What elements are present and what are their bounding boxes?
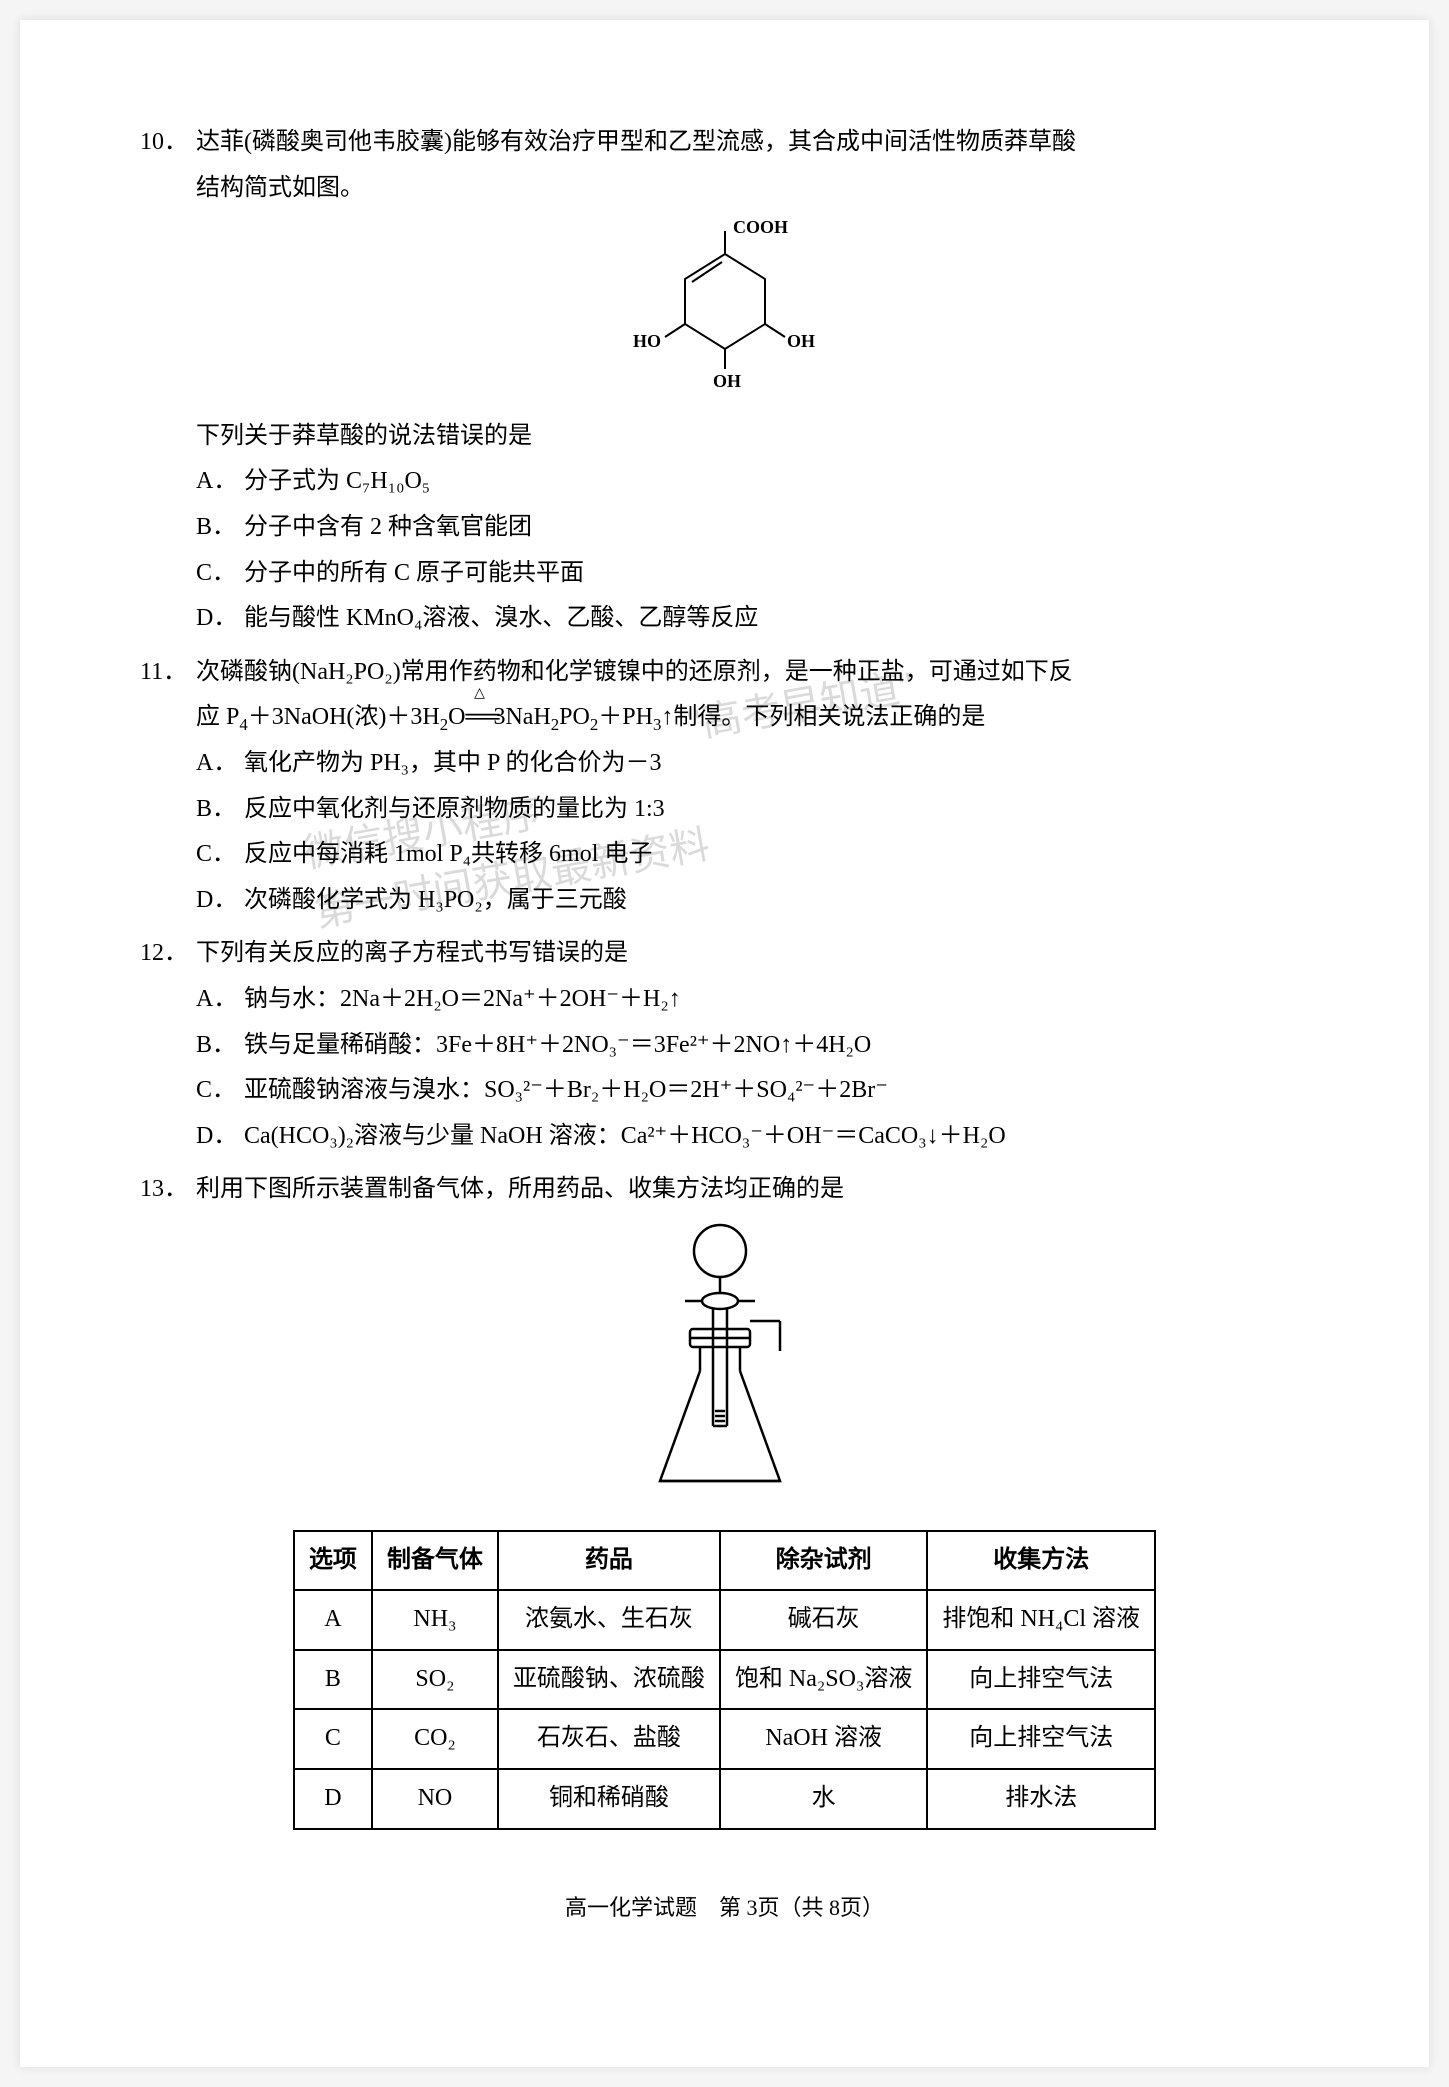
q10-text1: 达菲(磷酸奥司他韦胶囊)能够有效治疗甲型和乙型流感，其合成中间活性物质莽草酸 xyxy=(196,120,1309,166)
q12-b-label: B． xyxy=(196,1023,244,1069)
q11-stem-line2: 应 P4＋3NaOH(浓)＋3H2O══△3NaH2PO2＋PH3↑制得。下列相… xyxy=(140,695,1309,741)
q12-option-d: D． Ca(HCO₃)₂溶液与少量 NaOH 溶液：Ca²⁺＋HCO₃⁻＋OH⁻… xyxy=(140,1114,1309,1160)
q12-a-text: 钠与水：2Na＋2H₂O＝2Na⁺＋2OH⁻＋H₂↑ xyxy=(244,977,1309,1023)
q11-d-label: D． xyxy=(196,878,244,924)
th-1: 制备气体 xyxy=(372,1531,498,1591)
td: 水 xyxy=(720,1769,927,1829)
q12-d-label: D． xyxy=(196,1114,244,1160)
q12-b-text: 铁与足量稀硝酸：3Fe＋8H⁺＋2NO₃⁻＝3Fe²⁺＋2NO↑＋4H₂O xyxy=(244,1023,1309,1069)
q11-b-label: B． xyxy=(196,787,244,833)
q11-d-text: 次磷酸化学式为 H₃PO₂，属于三元酸 xyxy=(244,878,1309,924)
q10-molecule-diagram: COOH HO OH OH xyxy=(140,219,1309,406)
question-11: 11． 次磷酸钠(NaH₂PO₂)常用作药物和化学镀镍中的还原剂，是一种正盐，可… xyxy=(140,650,1309,924)
q13-text1: 利用下图所示装置制备气体，所用药品、收集方法均正确的是 xyxy=(196,1167,1309,1213)
q11-b-text: 反应中氧化剂与还原剂物质的量比为 1:3 xyxy=(244,787,1309,833)
q10-prompt: 下列关于莽草酸的说法错误的是 xyxy=(140,414,1309,460)
td: NO xyxy=(372,1769,498,1829)
exam-page: "高考早知道" 微信搜小程序 第一时间获取最新资料 10． 达菲(磷酸奥司他韦胶… xyxy=(20,20,1429,2067)
td: 浓氨水、生石灰 xyxy=(498,1590,720,1650)
q13-apparatus-diagram xyxy=(140,1221,1309,1518)
q10-stem-line2: 结构简式如图。 xyxy=(140,166,1309,212)
table-row: C CO₂ 石灰石、盐酸 NaOH 溶液 向上排空气法 xyxy=(294,1709,1155,1769)
q12-stem: 12． 下列有关反应的离子方程式书写错误的是 xyxy=(140,931,1309,977)
th-4: 收集方法 xyxy=(927,1531,1155,1591)
q10-d-label: D． xyxy=(196,596,244,642)
q11-text1: 次磷酸钠(NaH₂PO₂)常用作药物和化学镀镍中的还原剂，是一种正盐，可通过如下… xyxy=(196,650,1309,696)
q12-text1: 下列有关反应的离子方程式书写错误的是 xyxy=(196,931,1309,977)
q10-number: 10． xyxy=(140,120,196,166)
q11-a-text: 氧化产物为 PH₃，其中 P 的化合价为－3 xyxy=(244,741,1309,787)
td: 饱和 Na₂SO₃溶液 xyxy=(720,1650,927,1710)
label-oh2: OH xyxy=(787,331,815,351)
q10-option-b: B． 分子中含有 2 种含氧官能团 xyxy=(140,505,1309,551)
td: NaOH 溶液 xyxy=(720,1709,927,1769)
q12-a-label: A． xyxy=(196,977,244,1023)
page-footer: 高一化学试题 第 3页（共 8页） xyxy=(140,1890,1309,1922)
th-2: 药品 xyxy=(498,1531,720,1591)
q10-option-d: D． 能与酸性 KMnO₄溶液、溴水、乙酸、乙醇等反应 xyxy=(140,596,1309,642)
q12-number: 12． xyxy=(140,931,196,977)
td: 亚硫酸钠、浓硫酸 xyxy=(498,1650,720,1710)
page-content: 10． 达菲(磷酸奥司他韦胶囊)能够有效治疗甲型和乙型流感，其合成中间活性物质莽… xyxy=(140,120,1309,1922)
q11-option-a: A． 氧化产物为 PH₃，其中 P 的化合价为－3 xyxy=(140,741,1309,787)
q11-number: 11． xyxy=(140,650,196,696)
q13-number: 13． xyxy=(140,1167,196,1213)
gas-apparatus xyxy=(625,1221,825,1501)
q10-option-a: A． 分子式为 C₇H₁₀O₅ xyxy=(140,459,1309,505)
q10-c-text: 分子中的所有 C 原子可能共平面 xyxy=(244,551,1309,597)
q10-a-label: A． xyxy=(196,459,244,505)
td: B xyxy=(294,1650,372,1710)
question-12: 12． 下列有关反应的离子方程式书写错误的是 A． 钠与水：2Na＋2H₂O＝2… xyxy=(140,931,1309,1159)
td: A xyxy=(294,1590,372,1650)
td: 碱石灰 xyxy=(720,1590,927,1650)
q12-option-c: C． 亚硫酸钠溶液与溴水：SO₃²⁻＋Br₂＋H₂O＝2H⁺＋SO₄²⁻＋2Br… xyxy=(140,1068,1309,1114)
q12-c-text: 亚硫酸钠溶液与溴水：SO₃²⁻＋Br₂＋H₂O＝2H⁺＋SO₄²⁻＋2Br⁻ xyxy=(244,1068,1309,1114)
q10-b-text: 分子中含有 2 种含氧官能团 xyxy=(244,505,1309,551)
td: 石灰石、盐酸 xyxy=(498,1709,720,1769)
question-10: 10． 达菲(磷酸奥司他韦胶囊)能够有效治疗甲型和乙型流感，其合成中间活性物质莽… xyxy=(140,120,1309,642)
label-oh1: HO xyxy=(633,331,661,351)
q10-c-label: C． xyxy=(196,551,244,597)
q10-d-text: 能与酸性 KMnO₄溶液、溴水、乙酸、乙醇等反应 xyxy=(244,596,1309,642)
td: CO₂ xyxy=(372,1709,498,1769)
q12-option-b: B． 铁与足量稀硝酸：3Fe＋8H⁺＋2NO₃⁻＝3Fe²⁺＋2NO↑＋4H₂O xyxy=(140,1023,1309,1069)
td: NH₃ xyxy=(372,1590,498,1650)
td: C xyxy=(294,1709,372,1769)
q13-stem: 13． 利用下图所示装置制备气体，所用药品、收集方法均正确的是 xyxy=(140,1167,1309,1213)
q11-option-c: C． 反应中每消耗 1mol P₄共转移 6mol 电子 xyxy=(140,832,1309,878)
label-oh3: OH xyxy=(713,371,741,389)
q10-b-label: B． xyxy=(196,505,244,551)
q11-stem-line1: 11． 次磷酸钠(NaH₂PO₂)常用作药物和化学镀镍中的还原剂，是一种正盐，可… xyxy=(140,650,1309,696)
q11-option-b: B． 反应中氧化剂与还原剂物质的量比为 1:3 xyxy=(140,787,1309,833)
q11-c-text: 反应中每消耗 1mol P₄共转移 6mol 电子 xyxy=(244,832,1309,878)
q12-d-text: Ca(HCO₃)₂溶液与少量 NaOH 溶液：Ca²⁺＋HCO₃⁻＋OH⁻＝Ca… xyxy=(244,1114,1309,1160)
table-row: B SO₂ 亚硫酸钠、浓硫酸 饱和 Na₂SO₃溶液 向上排空气法 xyxy=(294,1650,1155,1710)
td: 向上排空气法 xyxy=(927,1709,1155,1769)
q10-a-text: 分子式为 C₇H₁₀O₅ xyxy=(244,459,1309,505)
td: SO₂ xyxy=(372,1650,498,1710)
td: D xyxy=(294,1769,372,1829)
th-0: 选项 xyxy=(294,1531,372,1591)
q13-table: 选项 制备气体 药品 除杂试剂 收集方法 A NH₃ 浓氨水、生石灰 碱石灰 排… xyxy=(293,1530,1156,1830)
q12-c-label: C． xyxy=(196,1068,244,1114)
q11-option-d: D． 次磷酸化学式为 H₃PO₂，属于三元酸 xyxy=(140,878,1309,924)
q10-stem-line1: 10． 达菲(磷酸奥司他韦胶囊)能够有效治疗甲型和乙型流感，其合成中间活性物质莽… xyxy=(140,120,1309,166)
q11-c-label: C． xyxy=(196,832,244,878)
td: 排饱和 NH₄Cl 溶液 xyxy=(927,1590,1155,1650)
label-cooh: COOH xyxy=(733,219,788,237)
table-row: D NO 铜和稀硝酸 水 排水法 xyxy=(294,1769,1155,1829)
table-row: A NH₃ 浓氨水、生石灰 碱石灰 排饱和 NH₄Cl 溶液 xyxy=(294,1590,1155,1650)
q10-option-c: C． 分子中的所有 C 原子可能共平面 xyxy=(140,551,1309,597)
table-header-row: 选项 制备气体 药品 除杂试剂 收集方法 xyxy=(294,1531,1155,1591)
q12-option-a: A． 钠与水：2Na＋2H₂O＝2Na⁺＋2OH⁻＋H₂↑ xyxy=(140,977,1309,1023)
q11-a-label: A． xyxy=(196,741,244,787)
shikimic-acid-structure: COOH HO OH OH xyxy=(625,219,825,389)
question-13: 13． 利用下图所示装置制备气体，所用药品、收集方法均正确的是 xyxy=(140,1167,1309,1829)
td: 排水法 xyxy=(927,1769,1155,1829)
td: 铜和稀硝酸 xyxy=(498,1769,720,1829)
th-3: 除杂试剂 xyxy=(720,1531,927,1591)
td: 向上排空气法 xyxy=(927,1650,1155,1710)
